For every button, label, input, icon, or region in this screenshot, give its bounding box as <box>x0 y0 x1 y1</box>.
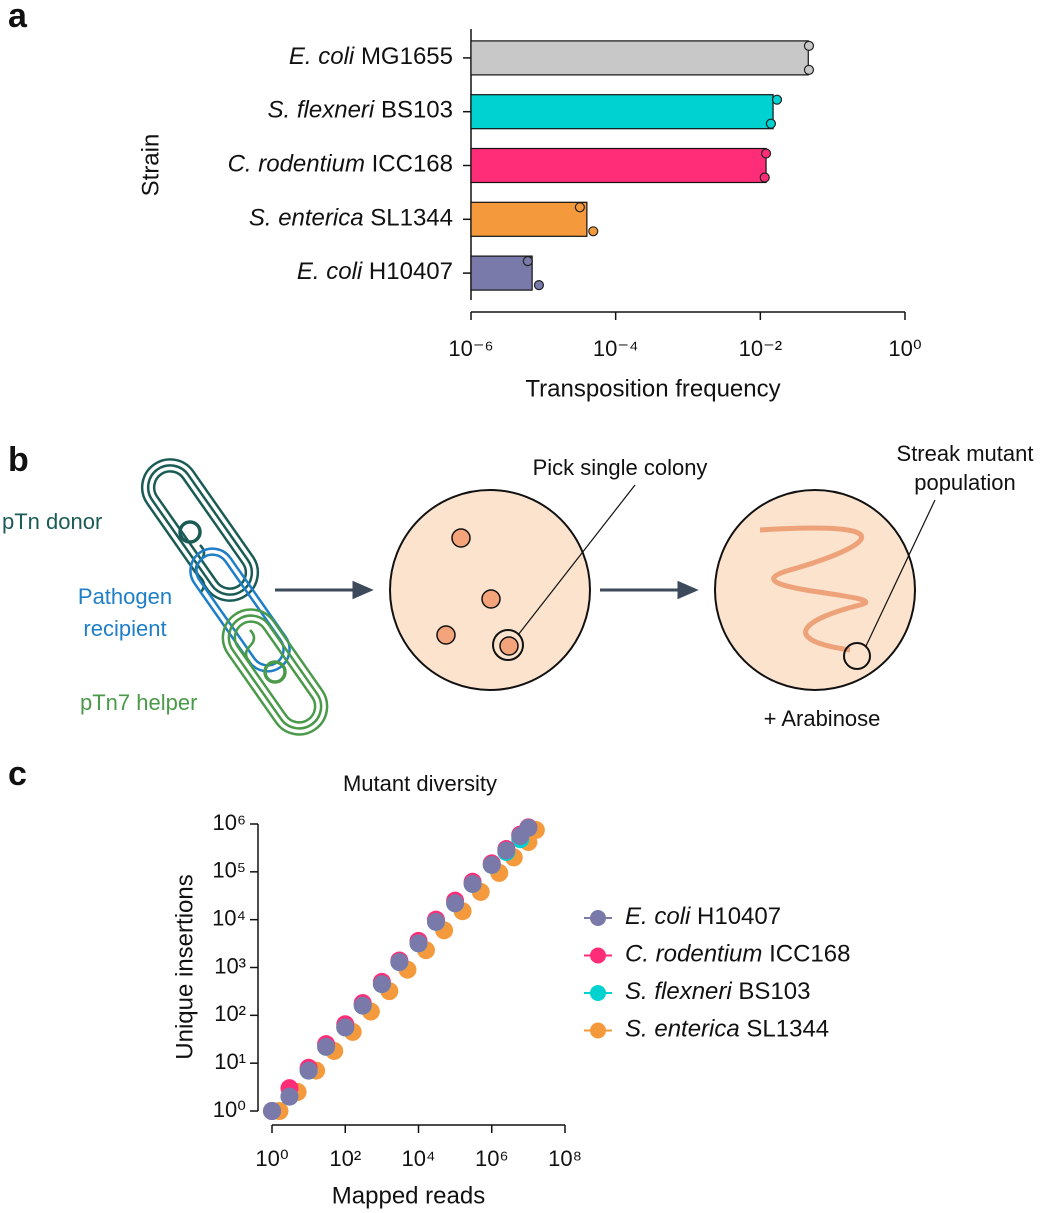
donor-label: pTn donor <box>2 509 102 534</box>
point <box>426 912 445 931</box>
point <box>280 1087 299 1106</box>
recipient-label: Pathogen <box>78 584 172 609</box>
plates <box>389 484 936 691</box>
point <box>336 1018 355 1037</box>
x-tick-label: 10⁴ <box>402 1146 436 1171</box>
bar <box>470 40 809 76</box>
panel-label: a <box>8 0 28 35</box>
replicate-point <box>588 226 599 237</box>
x-tick-label: 10⁻² <box>739 336 782 361</box>
pick-label: Pick single colony <box>533 455 708 480</box>
legend-label: S. enterica SL1344 <box>625 1016 829 1043</box>
point <box>497 841 516 860</box>
point <box>390 953 409 972</box>
replicate-point <box>759 172 770 183</box>
replicate-point <box>760 148 772 159</box>
y-tick-label: C. rodentium ICC168 <box>228 151 453 178</box>
y-tick-label: S. enterica SL1344 <box>249 205 453 232</box>
x-tick-label: 10⁻⁶ <box>448 336 493 361</box>
x-tick-label: 10² <box>329 1146 361 1171</box>
bar <box>470 94 774 130</box>
point <box>353 996 372 1015</box>
replicate-point <box>765 118 777 129</box>
point <box>482 855 501 874</box>
y-axis-label: Unique insertions <box>171 874 198 1059</box>
replicate-point <box>803 40 815 52</box>
legend-label: E. coli H10407 <box>625 903 781 930</box>
point <box>409 934 428 953</box>
y-tick-label: E. coli H10407 <box>297 258 453 285</box>
bar <box>470 255 533 291</box>
y-tick-label: 10⁵ <box>212 858 246 883</box>
replicate-point <box>533 280 545 291</box>
y-tick-label: 10¹ <box>214 1049 246 1074</box>
y-axis-label: Strain <box>137 134 164 197</box>
y-tick-label: 10⁴ <box>212 905 246 930</box>
point <box>519 818 538 837</box>
panel-label: b <box>8 441 29 479</box>
point <box>372 975 391 994</box>
bar <box>470 147 767 184</box>
x-tick-label: 10⁻⁴ <box>593 336 639 361</box>
x-tick-label: 10⁶ <box>475 1146 509 1171</box>
streak-label: population <box>914 470 1016 495</box>
legend-label: S. flexneri BS103 <box>625 978 810 1005</box>
arabinose-label: + Arabinose <box>764 706 881 731</box>
y-tick-label: 10² <box>214 1001 246 1026</box>
legend-label: C. rodentium ICC168 <box>625 941 850 968</box>
x-axis-label: Mapped reads <box>332 1182 485 1209</box>
y-tick-label: 10³ <box>214 953 246 978</box>
point <box>446 894 465 913</box>
bar <box>470 201 588 237</box>
y-tick-label: 10⁰ <box>213 1097 246 1122</box>
bacteria-diagram <box>140 458 329 736</box>
x-tick-label: 10⁰ <box>255 1146 288 1171</box>
x-tick-label: 10⁸ <box>548 1146 582 1171</box>
recipient-label: recipient <box>83 616 166 641</box>
point <box>317 1037 336 1056</box>
replicate-point <box>522 256 533 267</box>
replicate-point <box>803 64 815 76</box>
streak-label: Streak mutant <box>897 441 1034 466</box>
y-tick-label: E. coli MG1655 <box>289 43 453 70</box>
replicate-point <box>574 202 585 213</box>
panel-label: c <box>8 755 27 793</box>
point <box>299 1061 318 1080</box>
x-tick-label: 10⁰ <box>888 336 921 361</box>
helper-label: pTn7 helper <box>80 690 197 715</box>
arrows <box>275 580 699 600</box>
chart-title: Mutant diversity <box>343 771 497 796</box>
x-axis-label: Transposition frequency <box>525 375 780 402</box>
point <box>263 1102 281 1120</box>
replicate-point <box>771 94 783 105</box>
y-tick-label: 10⁶ <box>212 810 246 835</box>
y-tick-label: S. flexneri BS103 <box>268 97 453 124</box>
point <box>463 874 482 893</box>
